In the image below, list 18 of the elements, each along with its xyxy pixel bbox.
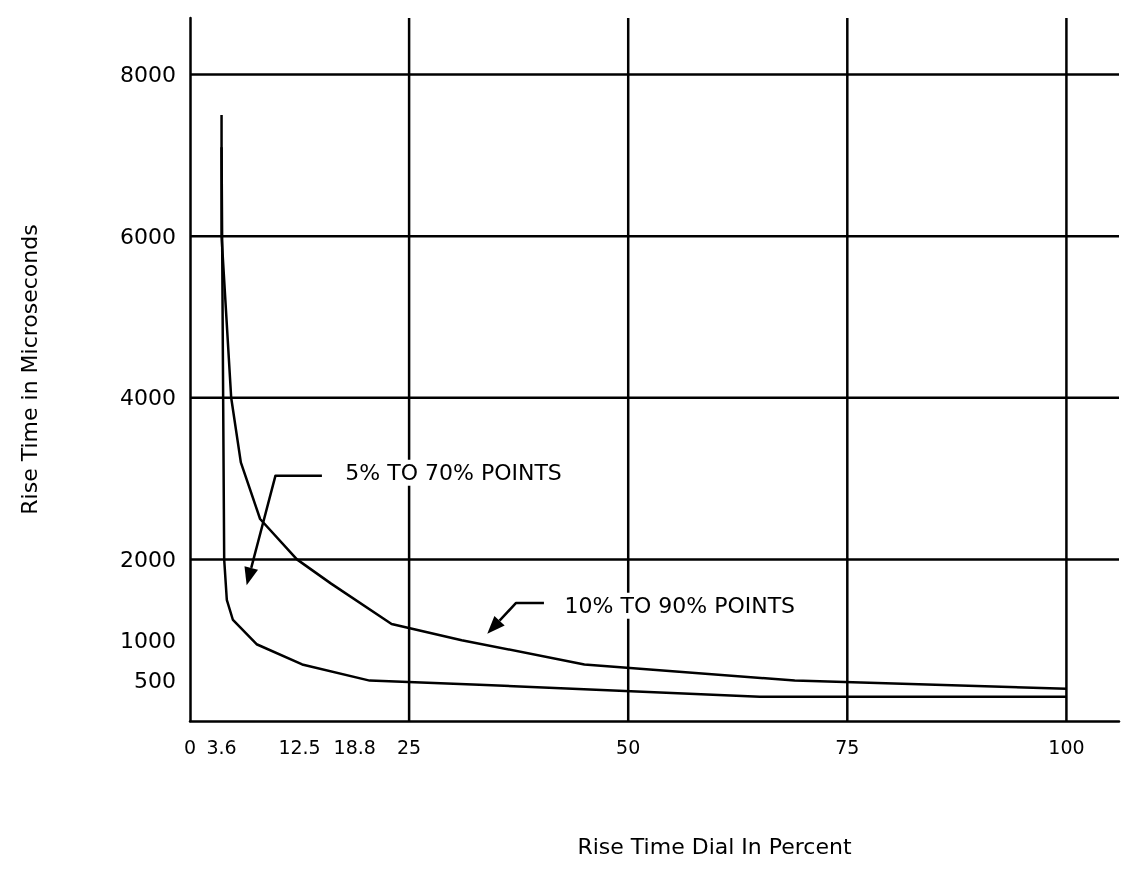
x-axis-title: Rise Time Dial In Percent <box>577 833 852 859</box>
x-tick-label: 25 <box>397 735 422 758</box>
x-tick-label: 18.8 <box>333 735 376 758</box>
y-tick-label: 8000 <box>120 62 176 88</box>
y-tick-label: 4000 <box>120 385 176 411</box>
x-tick-label: 75 <box>835 735 860 758</box>
y-tick-label: 1000 <box>120 627 176 653</box>
annotation: 5% TO 70% POINTS <box>345 460 562 486</box>
y-tick-label: 2000 <box>120 546 176 572</box>
annotation: 10% TO 90% POINTS <box>564 593 796 619</box>
x-tick-label: 3.6 <box>206 735 237 758</box>
y-axis-title: Rise Time in Microseconds <box>16 224 42 515</box>
x-tick-label: 50 <box>616 735 641 758</box>
y-tick-label: 6000 <box>120 223 176 249</box>
x-tick-label: 100 <box>1048 735 1085 758</box>
y-tick-label: 500 <box>134 668 176 694</box>
x-tick-label: 0 <box>183 735 197 758</box>
x-tick-label: 12.5 <box>278 735 321 758</box>
